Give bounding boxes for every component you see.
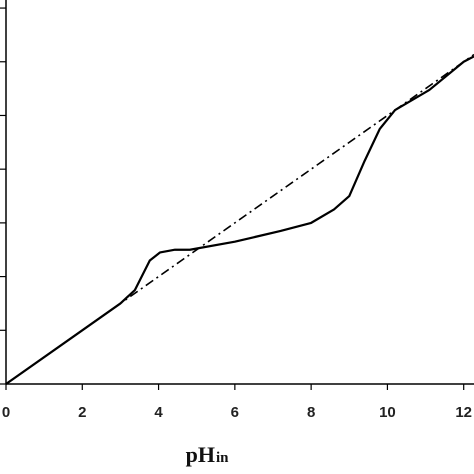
x-tick-label: 10 (379, 404, 396, 421)
x-tick-label: 8 (307, 404, 315, 421)
x-tick-label: 0 (2, 404, 10, 421)
x-axis-label-sub: in (216, 450, 229, 466)
series-line (5, 53, 474, 385)
x-axis-label: pH (186, 442, 215, 467)
x-tick-label: 2 (78, 404, 86, 421)
x-tick-label: 12 (455, 404, 472, 421)
x-tick-label: 6 (231, 404, 239, 421)
x-tick-label: 4 (154, 404, 163, 421)
